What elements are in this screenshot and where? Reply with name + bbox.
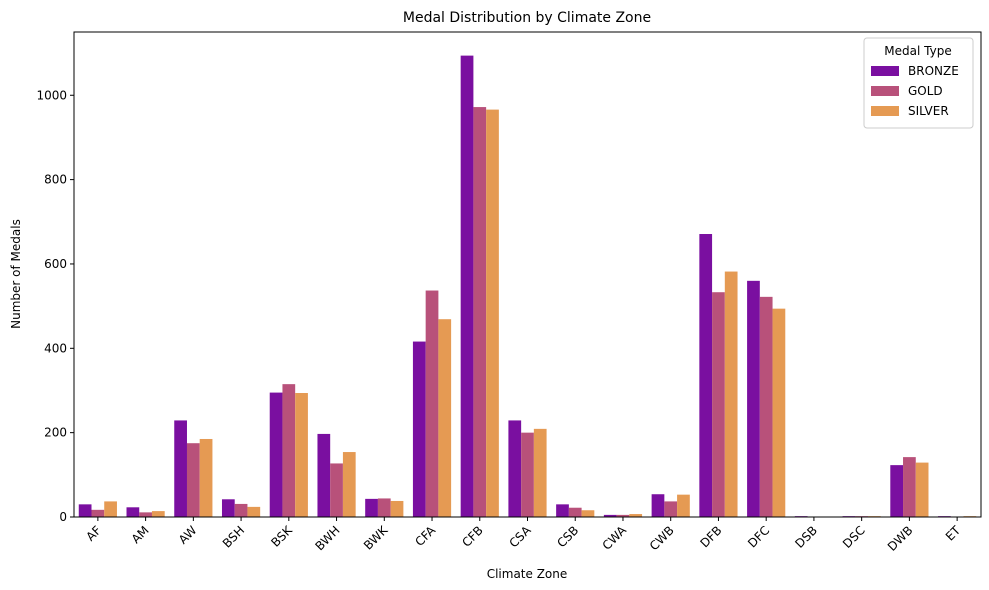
bar-gold-bwh <box>330 463 343 517</box>
y-axis-title: Number of Medals <box>9 219 23 329</box>
chart-title: Medal Distribution by Climate Zone <box>403 10 651 26</box>
bar-bronze-dfc <box>747 280 760 517</box>
bar-silver-bwh <box>342 452 356 517</box>
x-tick-label: BSK <box>268 522 295 549</box>
bar-gold-aw <box>186 443 200 517</box>
legend-items: BRONZE GOLD SILVER <box>871 64 959 118</box>
bar-gold-csa <box>521 432 534 517</box>
bar-bronze-dwb <box>890 465 904 517</box>
x-tick-label: DFC <box>745 523 772 550</box>
x-tick-label: BWK <box>361 522 391 552</box>
x-tick-label: BWH <box>312 523 342 553</box>
bar-bronze-cfa <box>412 341 426 517</box>
bar-bronze-csa <box>508 420 522 517</box>
bar-silver-cwa <box>629 514 643 517</box>
bar-gold-cwa <box>616 514 630 517</box>
bar-silver-af <box>104 501 117 517</box>
y-tick-label: 0 <box>59 510 67 524</box>
bar-gold-cfb <box>473 107 487 517</box>
x-tick-label: CWA <box>600 523 630 553</box>
bar-gold-cwb <box>664 501 678 517</box>
x-tick-label: DWB <box>885 523 916 554</box>
bar-bronze-cfb <box>460 55 474 518</box>
bar-bronze-bsk <box>269 392 283 517</box>
bar-silver-aw <box>199 438 213 517</box>
bar-bronze-af <box>78 504 92 517</box>
y-tick-label: 600 <box>44 257 67 271</box>
bar-gold-dfc <box>759 296 773 517</box>
bar-gold-dwb <box>903 457 916 517</box>
x-tick-label: DSC <box>840 523 868 551</box>
x-tick-label: AM <box>129 523 152 546</box>
legend-swatch-silver <box>871 106 899 116</box>
bar-gold-bwk <box>377 498 391 517</box>
bar-bronze-bwk <box>365 498 378 517</box>
bar-silver-dfb <box>724 271 738 517</box>
x-tick-label: CWB <box>647 523 677 553</box>
x-tick-label: CSB <box>554 523 581 550</box>
bar-bronze-cwb <box>651 494 665 517</box>
bar-bronze-am <box>126 507 140 517</box>
bar-silver-dwb <box>915 462 929 517</box>
bar-gold-bsh <box>234 503 248 517</box>
bar-silver-am <box>151 511 165 517</box>
bar-bronze-aw <box>174 420 187 517</box>
bar-silver-cfb <box>486 109 499 517</box>
legend-title: Medal Type <box>884 44 951 58</box>
x-tick-label: DFB <box>697 523 724 550</box>
bar-gold-bsk <box>282 384 296 517</box>
legend-swatch-gold <box>871 86 899 96</box>
bar-gold-cfa <box>425 290 439 517</box>
bars-layer <box>78 55 977 518</box>
x-tick-label: AW <box>176 523 200 547</box>
legend: Medal Type BRONZE GOLD SILVER <box>863 37 974 129</box>
bar-silver-csa <box>533 428 547 517</box>
legend-label-silver: SILVER <box>908 104 949 118</box>
bar-bronze-bsh <box>221 499 235 517</box>
y-tick-label: 1000 <box>36 88 67 102</box>
bar-silver-dfc <box>772 308 786 517</box>
bar-gold-csb <box>568 507 582 517</box>
legend-frame <box>863 37 974 129</box>
x-axis-title: Climate Zone <box>487 567 568 581</box>
bar-gold-dfb <box>712 292 725 517</box>
bar-bronze-bwh <box>317 433 331 517</box>
bar-bronze-dfb <box>699 234 713 517</box>
x-tick-label: AF <box>83 523 104 544</box>
bar-silver-bsh <box>247 506 261 517</box>
y-tick-label: 200 <box>44 426 67 440</box>
x-tick-label: CFB <box>459 523 486 550</box>
bar-silver-bsk <box>295 393 308 517</box>
legend-label-gold: GOLD <box>908 84 943 98</box>
bar-silver-cfa <box>438 319 452 517</box>
x-tick-label: ET <box>943 523 964 544</box>
bar-gold-am <box>139 512 152 517</box>
legend-swatch-bronze <box>871 66 899 76</box>
y-tick-label: 400 <box>44 341 67 355</box>
y-tick-label: 800 <box>44 173 67 187</box>
x-tick-label: DSB <box>792 523 820 551</box>
x-tick-label: CFA <box>412 523 438 549</box>
bar-bronze-csb <box>556 504 569 517</box>
legend-label-bronze: BRONZE <box>908 64 959 78</box>
x-tick-label: CSA <box>506 523 534 551</box>
bar-silver-cwb <box>677 494 690 517</box>
x-tick-label: BSH <box>220 523 247 550</box>
bar-bronze-cwa <box>603 514 617 517</box>
bar-gold-af <box>91 509 105 517</box>
bar-silver-csb <box>581 510 595 517</box>
bar-silver-bwk <box>390 500 404 517</box>
